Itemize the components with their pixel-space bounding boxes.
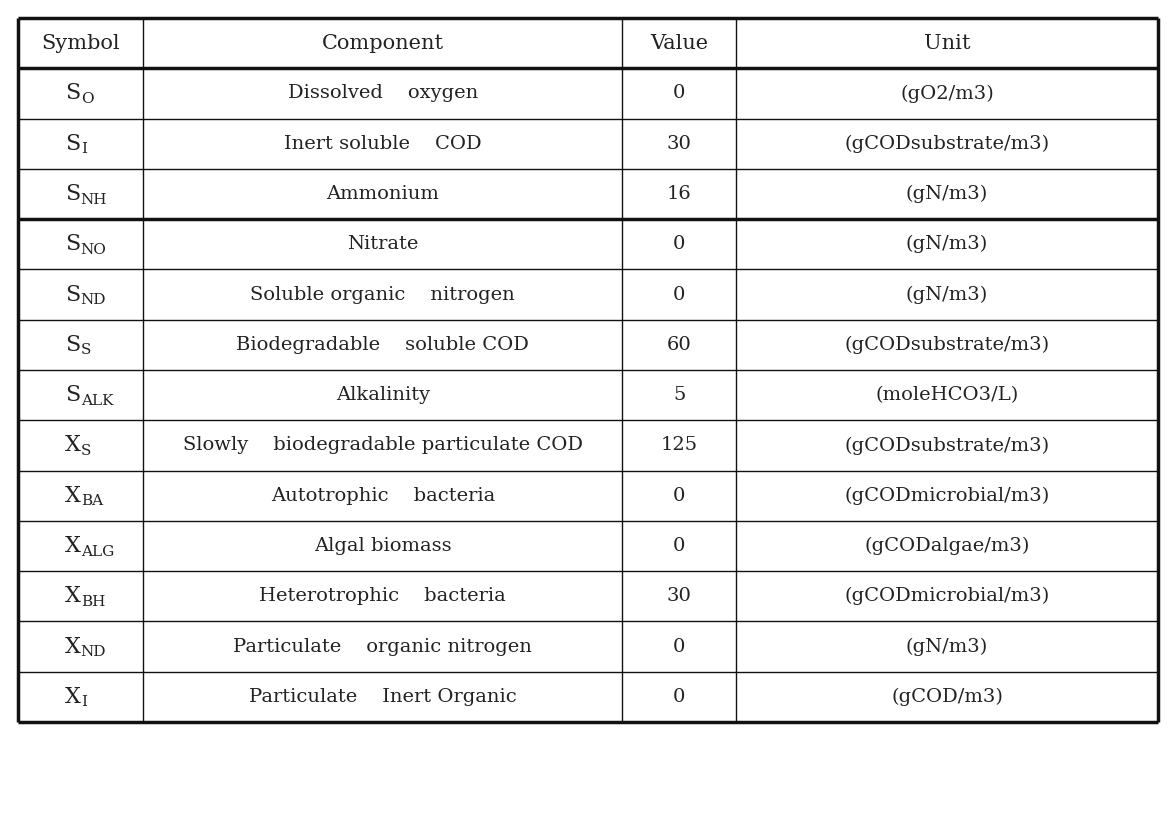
Text: Heterotrophic    bacteria: Heterotrophic bacteria <box>260 587 506 605</box>
Text: (gN/m3): (gN/m3) <box>906 637 988 656</box>
Text: S: S <box>81 344 91 358</box>
Text: 0: 0 <box>673 688 686 706</box>
Text: I: I <box>81 142 87 156</box>
Text: (gCODmicrobial/m3): (gCODmicrobial/m3) <box>844 487 1050 505</box>
Text: Symbol: Symbol <box>41 34 120 53</box>
Text: Unit: Unit <box>924 34 970 53</box>
Text: 16: 16 <box>667 185 691 203</box>
Text: S: S <box>66 82 81 104</box>
Text: 125: 125 <box>661 436 697 455</box>
Text: 5: 5 <box>673 386 686 404</box>
Text: BH: BH <box>81 595 105 609</box>
Text: (moleHCO3/L): (moleHCO3/L) <box>875 386 1018 404</box>
Text: S: S <box>66 384 81 406</box>
Text: S: S <box>81 444 91 458</box>
Text: X: X <box>65 435 81 456</box>
Text: (gCODmicrobial/m3): (gCODmicrobial/m3) <box>844 587 1050 606</box>
Text: 0: 0 <box>673 487 686 505</box>
Text: S: S <box>66 334 81 356</box>
Text: O: O <box>81 92 93 106</box>
Text: (gN/m3): (gN/m3) <box>906 285 988 303</box>
Text: I: I <box>81 695 87 709</box>
Text: Autotrophic    bacteria: Autotrophic bacteria <box>270 487 495 505</box>
Text: (gN/m3): (gN/m3) <box>906 185 988 203</box>
Text: 30: 30 <box>667 135 691 153</box>
Text: Nitrate: Nitrate <box>347 235 419 253</box>
Text: Alkalinity: Alkalinity <box>335 386 430 404</box>
Text: 0: 0 <box>673 638 686 656</box>
Text: 0: 0 <box>673 537 686 555</box>
Text: Ammonium: Ammonium <box>327 185 440 203</box>
Text: (gN/m3): (gN/m3) <box>906 235 988 253</box>
Text: S: S <box>66 183 81 205</box>
Text: S: S <box>66 132 81 155</box>
Text: 60: 60 <box>667 336 691 353</box>
Text: X: X <box>65 485 81 506</box>
Text: (gO2/m3): (gO2/m3) <box>900 85 994 103</box>
Text: ALK: ALK <box>81 394 113 408</box>
Text: 0: 0 <box>673 85 686 103</box>
Text: 30: 30 <box>667 587 691 605</box>
Text: X: X <box>65 686 81 708</box>
Text: Algal biomass: Algal biomass <box>314 537 452 555</box>
Text: Biodegradable    soluble COD: Biodegradable soluble COD <box>236 336 529 353</box>
Text: (gCOD/m3): (gCOD/m3) <box>891 688 1003 706</box>
Text: Value: Value <box>650 34 708 53</box>
Text: NO: NO <box>81 242 107 257</box>
Text: S: S <box>66 284 81 306</box>
Text: S: S <box>66 233 81 256</box>
Text: Inert soluble    COD: Inert soluble COD <box>283 135 482 153</box>
Text: BA: BA <box>81 494 102 508</box>
Text: (gCODsubstrate/m3): (gCODsubstrate/m3) <box>844 135 1050 153</box>
Text: (gCODalgae/m3): (gCODalgae/m3) <box>864 537 1030 555</box>
Text: Component: Component <box>322 34 443 53</box>
Text: 0: 0 <box>673 285 686 303</box>
Text: (gCODsubstrate/m3): (gCODsubstrate/m3) <box>844 436 1050 455</box>
Text: ND: ND <box>81 293 106 307</box>
Text: 0: 0 <box>673 235 686 253</box>
Text: Particulate    Inert Organic: Particulate Inert Organic <box>249 688 516 706</box>
Text: ALG: ALG <box>81 545 114 559</box>
Text: NH: NH <box>81 192 107 206</box>
Text: (gCODsubstrate/m3): (gCODsubstrate/m3) <box>844 335 1050 354</box>
Text: X: X <box>65 535 81 557</box>
Text: Particulate    organic nitrogen: Particulate organic nitrogen <box>233 638 533 656</box>
Text: X: X <box>65 585 81 607</box>
Text: Soluble organic    nitrogen: Soluble organic nitrogen <box>250 285 515 303</box>
Text: Dissolved    oxygen: Dissolved oxygen <box>288 85 477 103</box>
Text: ND: ND <box>81 645 106 659</box>
Text: Slowly    biodegradable particulate COD: Slowly biodegradable particulate COD <box>182 436 583 455</box>
Text: X: X <box>65 635 81 658</box>
